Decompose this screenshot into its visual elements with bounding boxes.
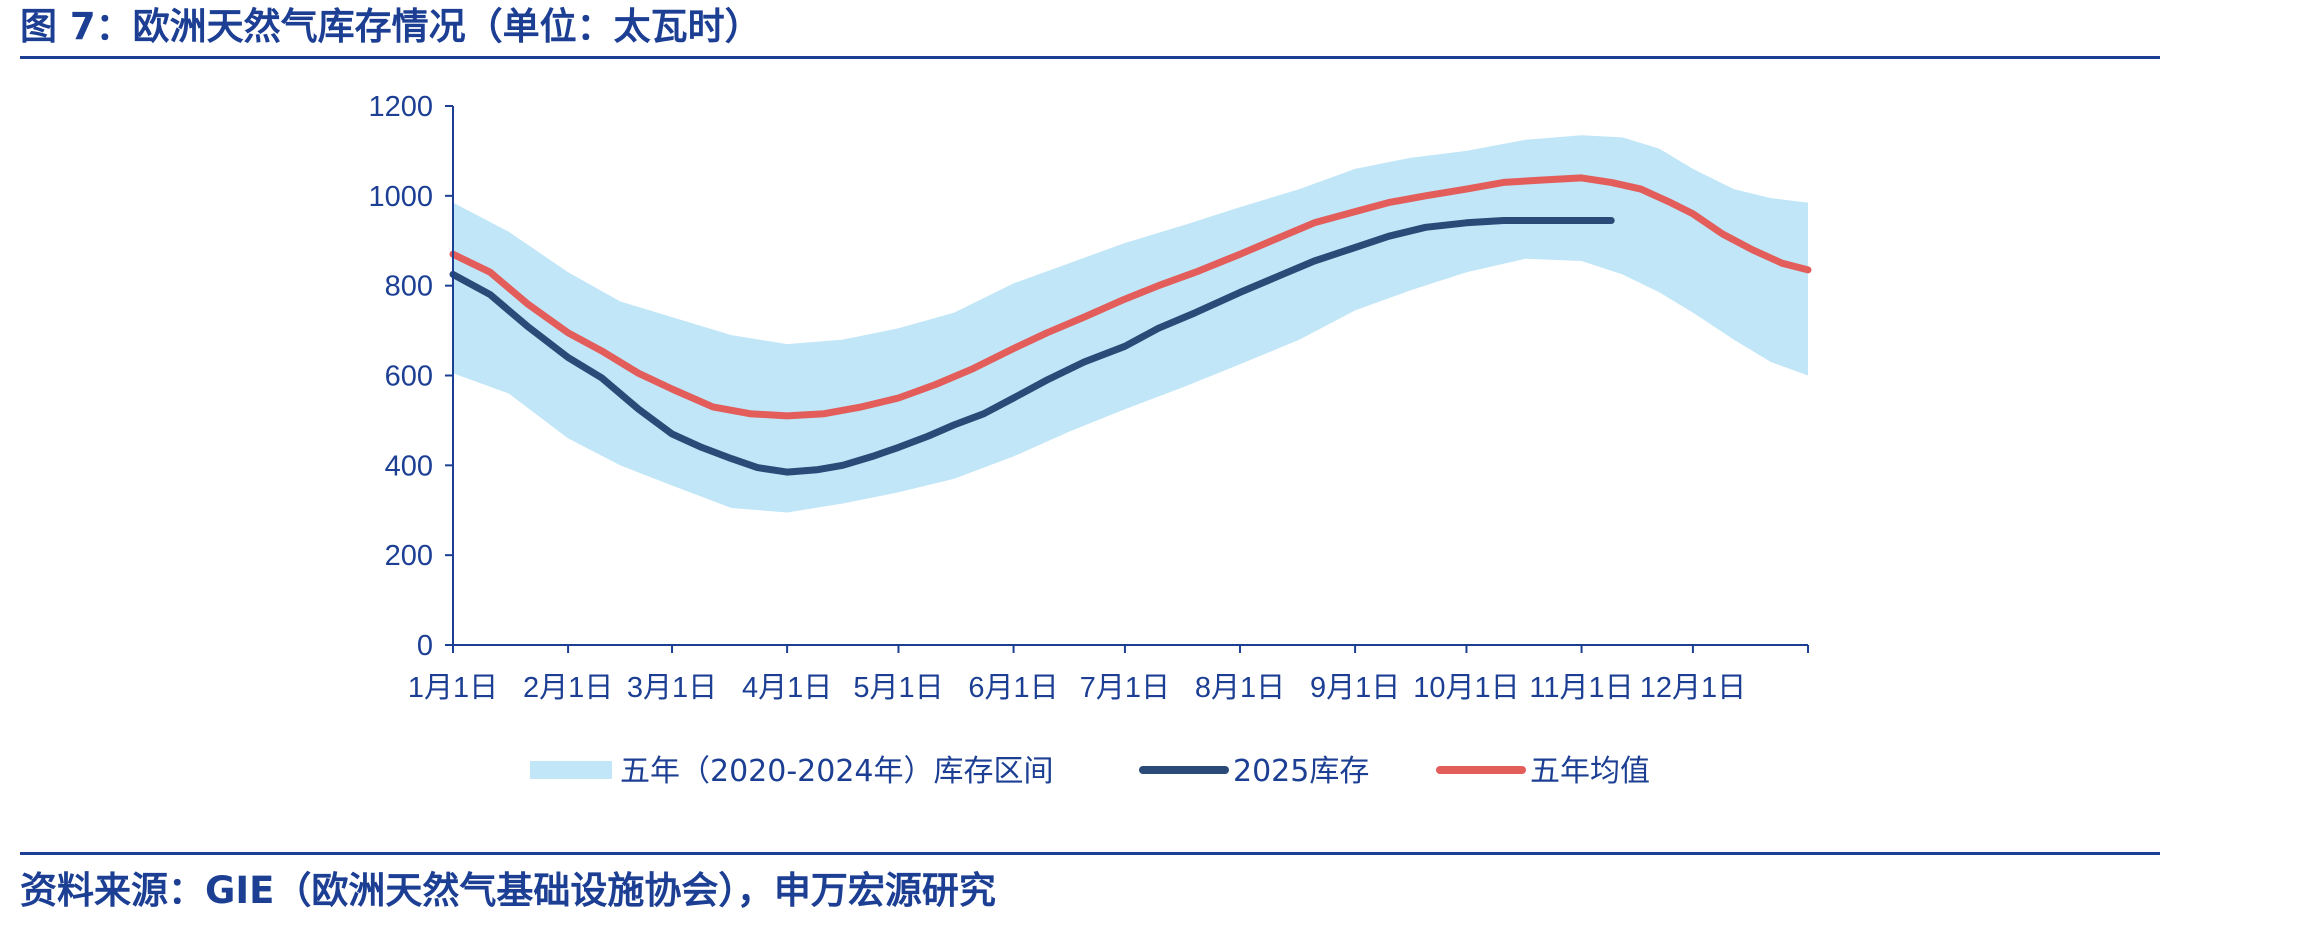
- x-tick-label: 5月1日: [853, 672, 943, 704]
- x-tick-label: 9月1日: [1310, 672, 1400, 704]
- legend-label: 五年（2020-2024年）库存区间: [620, 754, 1054, 789]
- y-tick-label: 1000: [368, 181, 433, 213]
- x-tick-label: 2月1日: [523, 672, 613, 704]
- y-tick-label: 0: [417, 630, 433, 662]
- plot-area: [449, 135, 1812, 513]
- storage-chart: 0 200 400 600 800 1000 1200 1月1日 2月1日 3月1日 4月1日 5月1…: [368, 91, 1812, 789]
- y-tick-label: 200: [385, 540, 433, 572]
- title-rule: [20, 56, 2160, 59]
- x-tick-label: 11月1日: [1529, 672, 1633, 704]
- legend: 五年（2020-2024年）库存区间 2025库存 五年均值: [530, 754, 1650, 789]
- legend-swatch-band: [530, 761, 612, 779]
- source-rule: [20, 852, 2160, 855]
- x-tick-label: 3月1日: [627, 672, 717, 704]
- figure-title: 图 7：欧洲天然气库存情况（单位：太瓦时）: [20, 5, 762, 48]
- axes: 0 200 400 600 800 1000 1200 1月1日 2月1日 3月1日 4月1日 5月1…: [368, 91, 1809, 704]
- series-line-average: [449, 174, 1812, 420]
- series-line-2025: [449, 217, 1615, 476]
- x-tick-label: 8月1日: [1195, 672, 1285, 704]
- x-tick-label: 1月1日: [408, 672, 498, 704]
- legend-label: 五年均值: [1530, 754, 1650, 789]
- y-tick-label: 400: [385, 450, 433, 482]
- x-tick-label: 6月1日: [968, 672, 1058, 704]
- legend-label: 2025库存: [1233, 754, 1369, 789]
- x-tick-label: 7月1日: [1080, 672, 1170, 704]
- x-tick-label: 12月1日: [1640, 672, 1746, 704]
- x-tick-label: 4月1日: [742, 672, 832, 704]
- y-tick-label: 1200: [368, 91, 433, 123]
- y-tick-label: 600: [385, 361, 433, 393]
- x-tick-label: 10月1日: [1413, 672, 1519, 704]
- range-band: [453, 135, 1808, 513]
- y-tick-label: 800: [385, 271, 433, 303]
- source-note: 资料来源：GIE（欧洲天然气基础设施协会），申万宏源研究: [20, 869, 996, 912]
